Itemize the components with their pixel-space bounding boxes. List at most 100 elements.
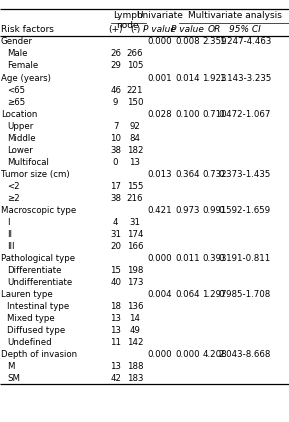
Text: I: I — [7, 218, 10, 227]
Text: 166: 166 — [127, 242, 143, 251]
Text: 1.923: 1.923 — [202, 73, 227, 83]
Text: 0.710: 0.710 — [202, 110, 227, 119]
Text: 174: 174 — [127, 230, 143, 239]
Text: 2.359: 2.359 — [202, 38, 227, 46]
Text: 105: 105 — [127, 62, 143, 70]
Text: P value: P value — [143, 25, 176, 34]
Text: 11: 11 — [110, 338, 121, 347]
Text: 0.973: 0.973 — [176, 206, 200, 215]
Text: 46: 46 — [110, 86, 121, 95]
Text: Pathological type: Pathological type — [1, 254, 75, 263]
Text: Lower: Lower — [7, 146, 33, 155]
Text: Middle: Middle — [7, 134, 36, 143]
Text: 0.008: 0.008 — [175, 38, 200, 46]
Text: Risk factors: Risk factors — [1, 25, 54, 34]
Text: 14: 14 — [129, 314, 140, 323]
Text: 49: 49 — [129, 326, 140, 335]
Text: Male: Male — [7, 49, 28, 59]
Text: 31: 31 — [110, 230, 121, 239]
Text: 0.100: 0.100 — [175, 110, 200, 119]
Text: Depth of invasion: Depth of invasion — [1, 350, 77, 359]
Text: 0.064: 0.064 — [175, 290, 200, 299]
Text: 29: 29 — [110, 62, 121, 70]
Text: 266: 266 — [127, 49, 143, 59]
Text: 38: 38 — [110, 146, 121, 155]
Text: (+): (+) — [108, 25, 123, 34]
Text: 1.297: 1.297 — [202, 290, 227, 299]
Text: 18: 18 — [110, 302, 121, 311]
Text: 0.393: 0.393 — [202, 254, 227, 263]
Text: (-): (-) — [130, 25, 140, 34]
Text: 4: 4 — [113, 218, 118, 227]
Text: 13: 13 — [110, 314, 121, 323]
Text: 188: 188 — [127, 362, 143, 371]
Text: 0.004: 0.004 — [147, 290, 172, 299]
Text: 0.472-1.067: 0.472-1.067 — [218, 110, 271, 119]
Text: II: II — [7, 230, 12, 239]
Text: <65: <65 — [7, 86, 25, 95]
Text: 26: 26 — [110, 49, 121, 59]
Text: 0.592-1.659: 0.592-1.659 — [219, 206, 271, 215]
Text: 182: 182 — [127, 146, 143, 155]
Text: Age (years): Age (years) — [1, 73, 51, 83]
Text: 0.373-1.435: 0.373-1.435 — [218, 170, 271, 179]
Text: <2: <2 — [7, 182, 20, 191]
Text: 136: 136 — [127, 302, 143, 311]
Text: Location: Location — [1, 110, 37, 119]
Text: 9: 9 — [113, 97, 118, 107]
Text: III: III — [7, 242, 15, 251]
Text: 0.000: 0.000 — [175, 350, 200, 359]
Text: Multifocal: Multifocal — [7, 158, 49, 167]
Text: Lymph
node: Lymph node — [113, 11, 142, 30]
Text: 0.028: 0.028 — [147, 110, 172, 119]
Text: 10: 10 — [110, 134, 121, 143]
Text: 0.000: 0.000 — [147, 350, 172, 359]
Text: 150: 150 — [127, 97, 143, 107]
Text: 142: 142 — [127, 338, 143, 347]
Text: 198: 198 — [127, 266, 143, 275]
Text: 0.421: 0.421 — [147, 206, 172, 215]
Text: 31: 31 — [129, 218, 140, 227]
Text: 221: 221 — [127, 86, 143, 95]
Text: 0.991: 0.991 — [202, 206, 227, 215]
Text: Diffused type: Diffused type — [7, 326, 66, 335]
Text: M: M — [7, 362, 15, 371]
Text: Multivariate analysis: Multivariate analysis — [188, 11, 282, 19]
Text: 0.000: 0.000 — [147, 254, 172, 263]
Text: Upper: Upper — [7, 122, 34, 131]
Text: 4.208: 4.208 — [202, 350, 227, 359]
Text: Differentiate: Differentiate — [7, 266, 62, 275]
Text: 0.013: 0.013 — [147, 170, 172, 179]
Text: Intestinal type: Intestinal type — [7, 302, 69, 311]
Text: 7: 7 — [113, 122, 118, 131]
Text: 0.001: 0.001 — [147, 73, 172, 83]
Text: 92: 92 — [129, 122, 140, 131]
Text: 40: 40 — [110, 278, 121, 287]
Text: Undifferentiate: Undifferentiate — [7, 278, 73, 287]
Text: 0.985-1.708: 0.985-1.708 — [219, 290, 271, 299]
Text: 155: 155 — [127, 182, 143, 191]
Text: Undefined: Undefined — [7, 338, 52, 347]
Text: 42: 42 — [110, 374, 121, 383]
Text: 1.143-3.235: 1.143-3.235 — [218, 73, 271, 83]
Text: 173: 173 — [127, 278, 143, 287]
Text: Female: Female — [7, 62, 38, 70]
Text: ≥2: ≥2 — [7, 194, 20, 203]
Text: 0.364: 0.364 — [175, 170, 200, 179]
Text: Gender: Gender — [1, 38, 33, 46]
Text: Mixed type: Mixed type — [7, 314, 55, 323]
Text: Lauren type: Lauren type — [1, 290, 53, 299]
Text: 13: 13 — [129, 158, 140, 167]
Text: 0.014: 0.014 — [175, 73, 200, 83]
Text: 183: 183 — [127, 374, 143, 383]
Text: 2.043-8.668: 2.043-8.668 — [218, 350, 271, 359]
Text: 15: 15 — [110, 266, 121, 275]
Text: 0.000: 0.000 — [147, 38, 172, 46]
Text: 95% CI: 95% CI — [229, 25, 261, 34]
Text: Tumor size (cm): Tumor size (cm) — [1, 170, 69, 179]
Text: 1.247-4.463: 1.247-4.463 — [218, 38, 271, 46]
Text: SM: SM — [7, 374, 20, 383]
Text: OR: OR — [208, 25, 221, 34]
Text: 216: 216 — [127, 194, 143, 203]
Text: 0.011: 0.011 — [175, 254, 200, 263]
